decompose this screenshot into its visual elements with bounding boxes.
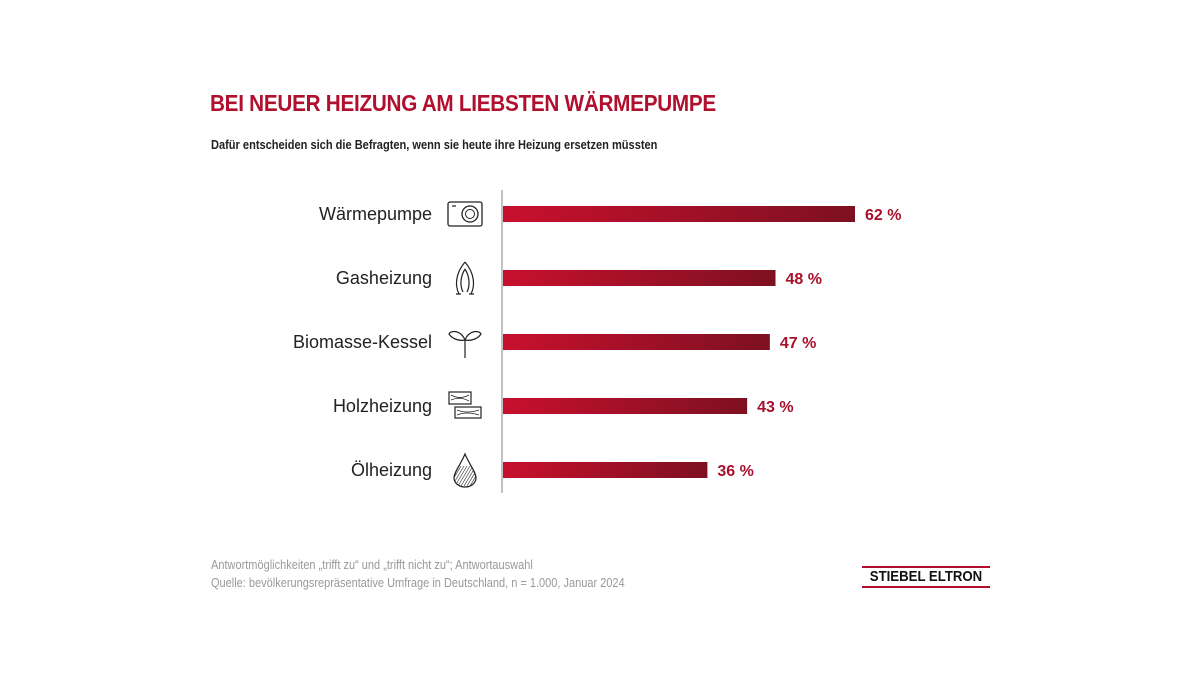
gas-flame-icon <box>455 261 475 295</box>
value-label: 62 % <box>865 207 901 224</box>
value-label: 43 % <box>757 399 793 416</box>
chart-subtitle: Dafür entscheiden sich die Befragten, we… <box>211 137 658 152</box>
plant-sprout-icon <box>448 330 482 358</box>
heat-pump-icon <box>447 201 483 227</box>
category-label: Gasheizung <box>336 268 432 288</box>
bar <box>503 462 708 478</box>
stiebel-eltron-logo: STIEBEL ELTRON <box>862 566 990 588</box>
footnote-source: Quelle: bevölkerungsrepräsentative Umfra… <box>211 576 625 590</box>
bar <box>503 398 748 414</box>
category-label: Ölheizung <box>351 460 432 480</box>
footnote-answers: Antwortmöglichkeiten „trifft zu“ und „tr… <box>211 558 533 572</box>
bar <box>503 270 776 286</box>
value-label: 36 % <box>717 463 753 480</box>
oil-drop-icon <box>453 452 477 488</box>
bar <box>503 206 855 222</box>
bar <box>503 334 770 350</box>
wood-logs-icon <box>448 391 482 419</box>
category-label: Holzheizung <box>333 396 432 416</box>
value-label: 47 % <box>780 335 816 352</box>
category-label: Biomasse-Kessel <box>293 332 432 352</box>
category-label: Wärmepumpe <box>319 204 432 224</box>
chart-title: BEI NEUER HEIZUNG AM LIEBSTEN WÄRMEPUMPE <box>210 90 716 116</box>
value-label: 48 % <box>786 271 822 288</box>
